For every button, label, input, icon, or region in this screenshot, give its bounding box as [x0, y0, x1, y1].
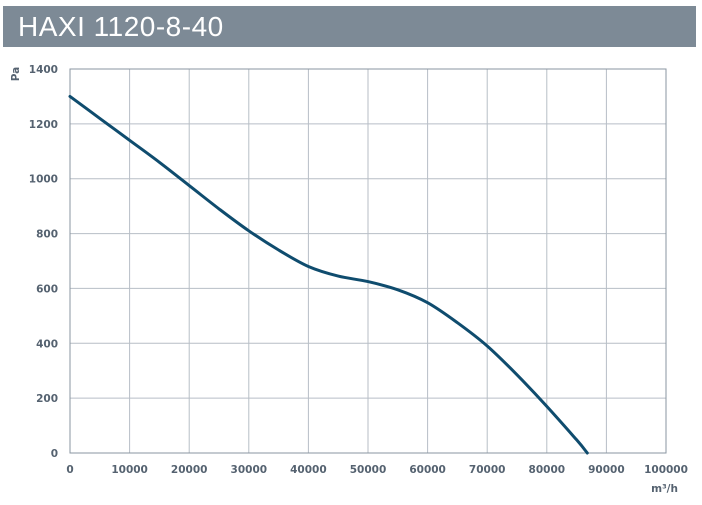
- x-tick-label: 40000: [290, 464, 327, 476]
- x-tick-label: 70000: [469, 464, 506, 476]
- y-tick-label: 400: [36, 338, 58, 350]
- x-tick-label: 20000: [171, 464, 208, 476]
- x-tick-label: 100000: [644, 464, 688, 476]
- y-tick-label: 1400: [29, 64, 58, 76]
- performance-curve: [68, 94, 589, 455]
- y-tick-label: 600: [36, 283, 58, 295]
- x-tick-label: 60000: [409, 464, 446, 476]
- y-axis-label: Pa: [10, 67, 22, 82]
- x-tick-label: 10000: [111, 464, 148, 476]
- x-tick-label: 50000: [350, 464, 387, 476]
- x-tick-label: 90000: [588, 464, 625, 476]
- plot-frame: [69, 68, 667, 454]
- x-tick-label: 80000: [529, 464, 566, 476]
- y-tick-label: 1200: [29, 119, 58, 131]
- chart-title: HAXI 1120-8-40: [18, 11, 224, 42]
- y-tick-label: 200: [36, 393, 58, 405]
- y-tick-label: 0: [51, 448, 58, 460]
- y-tick-label: 1000: [29, 174, 58, 186]
- x-tick-label: 30000: [231, 464, 268, 476]
- title-bar: HAXI 1120-8-40: [3, 6, 696, 47]
- x-axis-label: m³/h: [651, 483, 678, 495]
- y-tick-label: 800: [36, 229, 58, 241]
- x-tick-label: 0: [66, 464, 73, 476]
